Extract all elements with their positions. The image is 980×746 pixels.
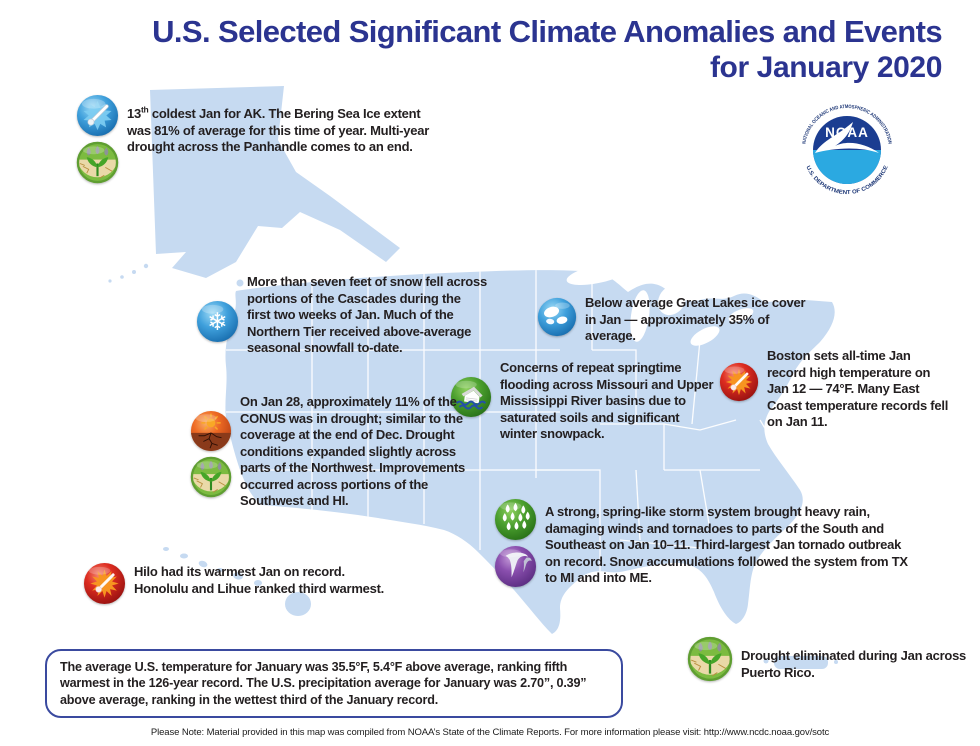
noaa-logo-text: NOAA <box>825 125 869 140</box>
annotation-alaska: 13th coldest Jan for AK. The Bering Sea … <box>76 94 431 184</box>
noaa-logo: NOAA NATIONAL OCEANIC AND ATMOSPHERIC AD… <box>801 104 892 196</box>
annotation-snowfall: More than seven feet of snow fell across… <box>196 274 487 357</box>
record-cold-icon <box>76 94 119 137</box>
annotation-great-lakes: Below average Great Lakes ice cover in J… <box>537 295 815 345</box>
annotation-drought-text: On Jan 28, approximately 11% of the CONU… <box>240 394 466 508</box>
footnote: Please Note: Material provided in this m… <box>150 727 830 738</box>
annotation-drought: On Jan 28, approximately 11% of the CONU… <box>190 394 482 510</box>
tornado-icon <box>494 545 537 588</box>
title-line-1: U.S. Selected Significant Climate Anomal… <box>152 14 943 49</box>
annotation-flooding-text: Concerns of repeat springtime flooding a… <box>500 360 714 441</box>
record-heat-icon <box>719 362 759 402</box>
annotation-puerto-rico: Drought eliminated during Jan across Pue… <box>687 636 969 682</box>
title-line-2: for January 2020 <box>709 51 942 84</box>
hawaii <box>163 547 311 616</box>
snowflake-icon <box>196 300 239 343</box>
drought-ends-icon <box>687 636 733 682</box>
annotation-boston-text: Boston sets all-time Jan record high tem… <box>767 348 949 429</box>
annotation-puerto-rico-text: Drought eliminated during Jan across Pue… <box>741 648 967 680</box>
annotation-hawaii-temp-text: Hilo had its warmest Jan on record. Hono… <box>134 564 385 596</box>
annotation-boston: Boston sets all-time Jan record high tem… <box>719 348 951 431</box>
drought-icon <box>190 410 232 452</box>
summary-box: The average U.S. temperature for January… <box>45 649 623 719</box>
annotation-storm-text: A strong, spring-like storm system broug… <box>545 504 908 585</box>
great-lakes <box>566 262 754 346</box>
lake-ice-icon <box>537 297 577 337</box>
summary-text: The average U.S. temperature for January… <box>60 660 587 707</box>
puerto-rico-island <box>763 656 838 669</box>
drought-ends-icon <box>190 456 232 498</box>
annotation-flooding: Concerns of repeat springtime flooding a… <box>450 360 714 443</box>
annotation-storm: A strong, spring-like storm system broug… <box>494 498 909 588</box>
drought-ends-icon <box>76 141 119 184</box>
annotation-alaska-text: 13th coldest Jan for AK. The Bering Sea … <box>127 104 430 154</box>
annotation-hawaii-temp: Hilo had its warmest Jan on record. Hono… <box>83 560 386 605</box>
record-heat-icon <box>83 562 126 605</box>
page-title: U.S. Selected Significant Climate Anomal… <box>152 14 943 85</box>
annotation-snowfall-text: More than seven feet of snow fell across… <box>247 274 487 355</box>
heavy-rain-icon <box>494 498 537 541</box>
alaska <box>108 86 400 287</box>
annotation-great-lakes-text: Below average Great Lakes ice cover in J… <box>585 295 806 343</box>
